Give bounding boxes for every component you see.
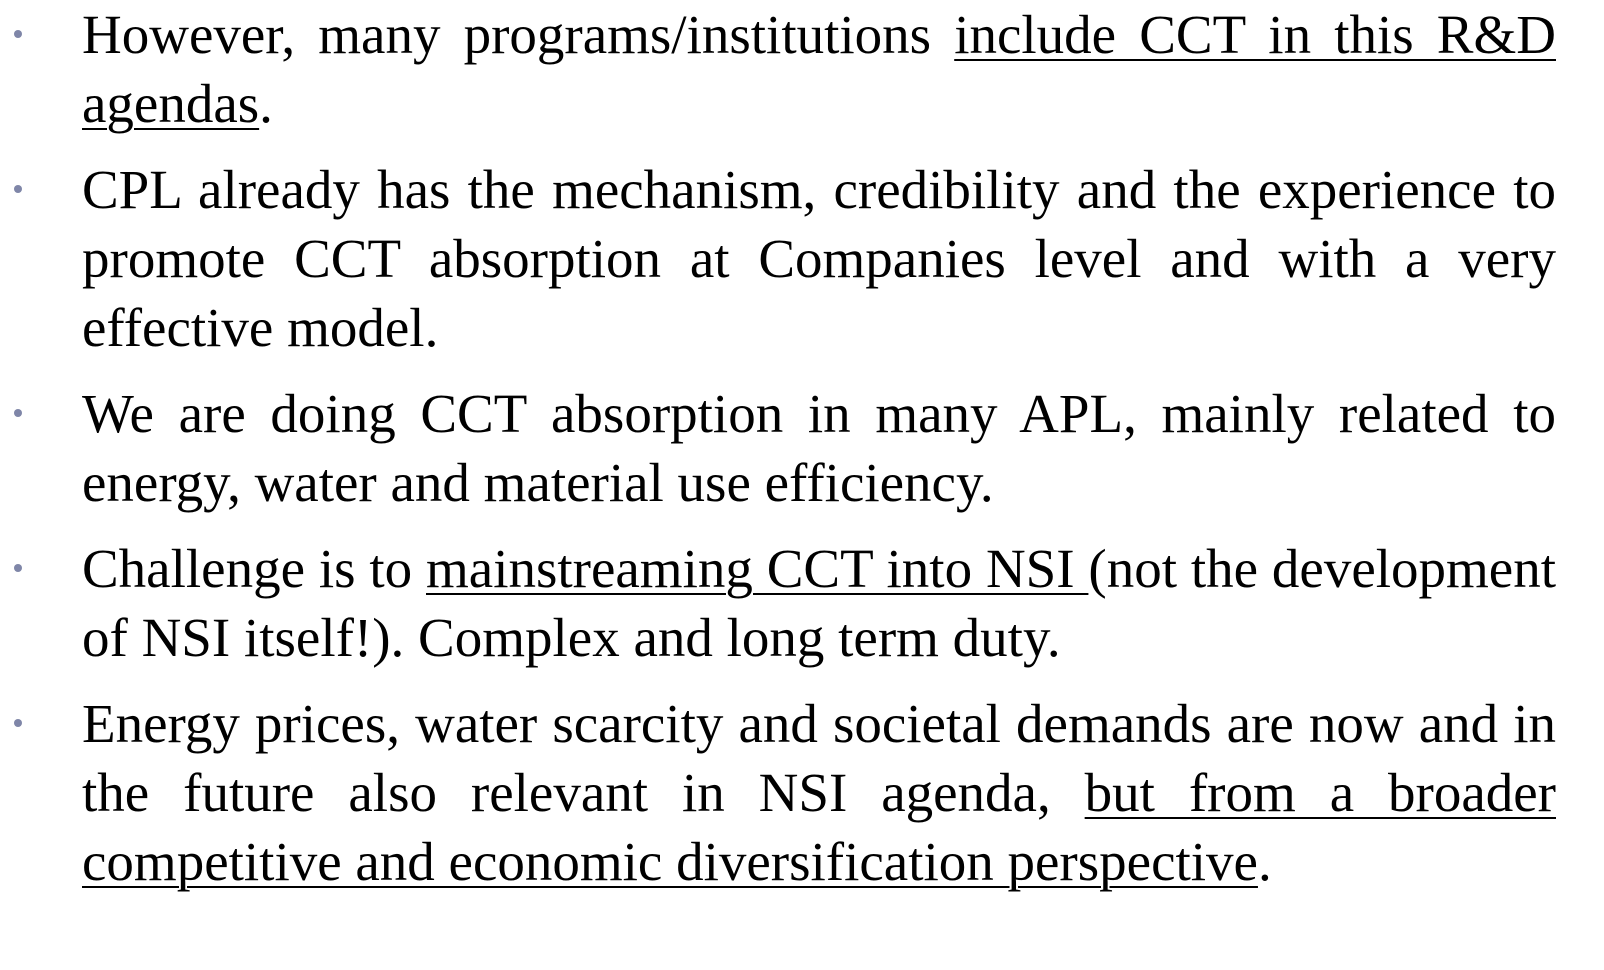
text-segment: We are doing CCT absorption in many APL,… bbox=[82, 383, 1556, 513]
bullet-marker bbox=[14, 719, 22, 727]
underlined-text: include CCT in this R&D agendas bbox=[82, 4, 1556, 134]
bullet-item: However, many programs/institutions incl… bbox=[0, 0, 1604, 138]
bullet-marker bbox=[14, 409, 22, 417]
text-segment: . bbox=[259, 73, 273, 134]
text-segment: However, many programs/institutions bbox=[82, 4, 955, 65]
bullet-text: CPL already has the mechanism, credibili… bbox=[82, 155, 1556, 362]
text-segment: . bbox=[1257, 831, 1272, 892]
bullet-text: Challenge is to mainstreaming CCT into N… bbox=[82, 534, 1556, 672]
bullet-item: We are doing CCT absorption in many APL,… bbox=[0, 379, 1604, 517]
text-segment: Energy prices, water scarcity and societ… bbox=[82, 693, 1556, 823]
underlined-text: but from a broader competitive and econo… bbox=[82, 762, 1556, 892]
bullet-item: CPL already has the mechanism, credibili… bbox=[0, 155, 1604, 362]
text-segment: CPL already has the mechanism, credibili… bbox=[82, 159, 1556, 358]
bullet-text: Energy prices, water scarcity and societ… bbox=[82, 689, 1556, 896]
bullet-marker bbox=[14, 564, 22, 572]
text-segment: (not the development of NSI itself!). Co… bbox=[82, 538, 1556, 668]
bullet-marker bbox=[14, 30, 22, 38]
bullet-text: However, many programs/institutions incl… bbox=[82, 0, 1556, 138]
underlined-text: mainstreaming CCT into NSI bbox=[426, 538, 1089, 599]
text-segment: Challenge is to bbox=[82, 538, 426, 599]
bullet-marker bbox=[14, 185, 22, 193]
bullet-item: Challenge is to mainstreaming CCT into N… bbox=[0, 534, 1604, 672]
bullet-text: We are doing CCT absorption in many APL,… bbox=[82, 379, 1556, 517]
bullet-item: Energy prices, water scarcity and societ… bbox=[0, 689, 1604, 896]
